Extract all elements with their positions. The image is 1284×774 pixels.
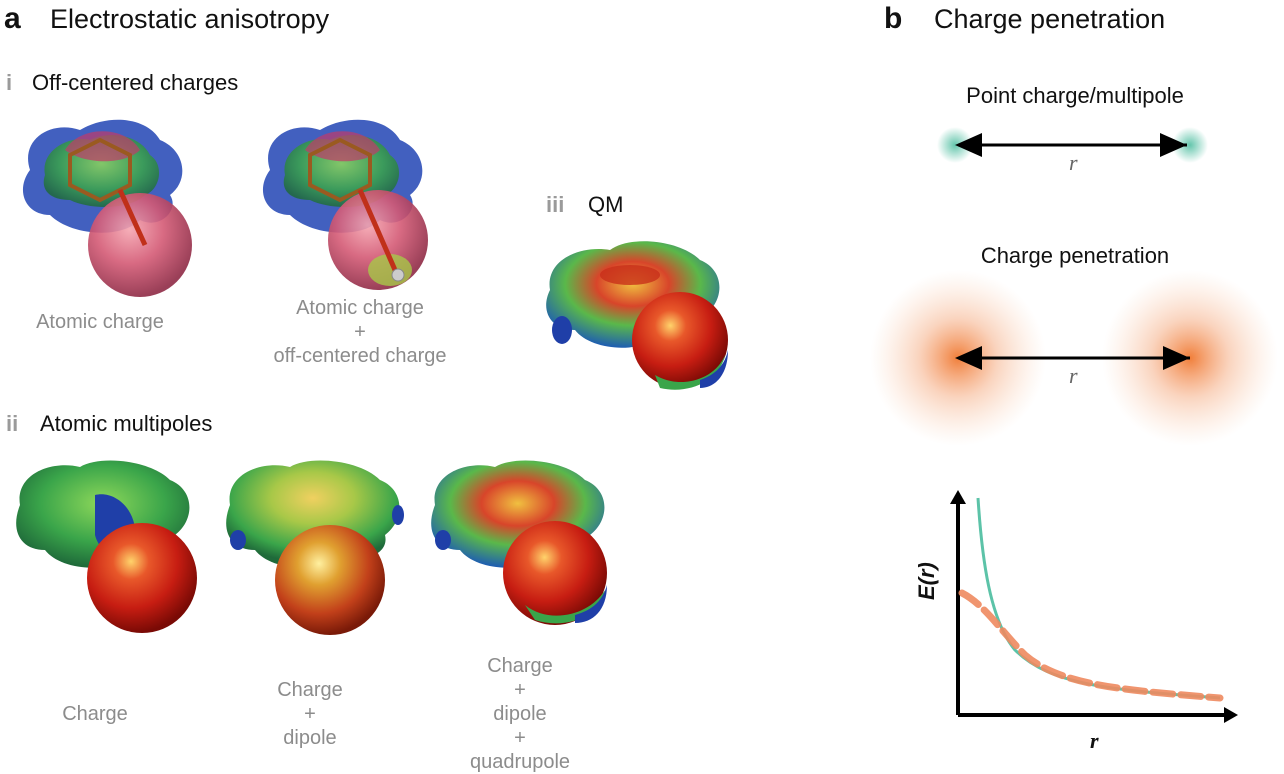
penetration-diagram [870,270,1278,446]
penetration-distance-r: r [1069,363,1078,388]
sub-ii-title: Atomic multipoles [40,411,213,436]
molecule-charge-dipole-quadrupole [431,460,607,625]
caption-offcentered-charge: Atomic charge + off-centered charge [273,297,447,367]
curve-point-charge [976,497,1221,700]
molecule-qm [546,241,728,390]
panel-a-letter: a [4,2,21,35]
graph-ylabel: E(r) [914,562,939,600]
molecule-offcentered-charge [262,119,428,290]
caption-charge-dipole-quadrupole: Charge + dipole + quadrupole [469,655,571,773]
sub-i-roman: i [6,70,13,95]
energy-graph [950,490,1238,723]
molecule-charge [16,460,197,633]
caption-charge-dipole: Charge + dipole [277,679,343,749]
sub-i-title: Off-centered charges [32,70,239,95]
curve-charge-penetration [958,589,1224,702]
panel-b-title: Charge penetration [934,4,1166,34]
caption-atomic-charge: Atomic charge [36,311,164,333]
point-charge-label: Point charge/multipole [966,83,1184,108]
panel-a-title: Electrostatic anisotropy [50,4,330,34]
point-charge-diagram [937,127,1208,163]
molecule-atomic-charge [22,119,192,297]
point-distance-r: r [1069,150,1078,175]
graph-xlabel: r [1090,728,1099,753]
molecule-charge-dipole [226,460,404,635]
panel-b-letter: b [884,2,903,35]
sub-iii-title: QM [588,192,624,217]
penetration-label: Charge penetration [980,243,1170,268]
sub-ii-roman: ii [6,411,19,436]
caption-charge: Charge [62,703,128,725]
sub-iii-roman: iii [546,192,565,217]
